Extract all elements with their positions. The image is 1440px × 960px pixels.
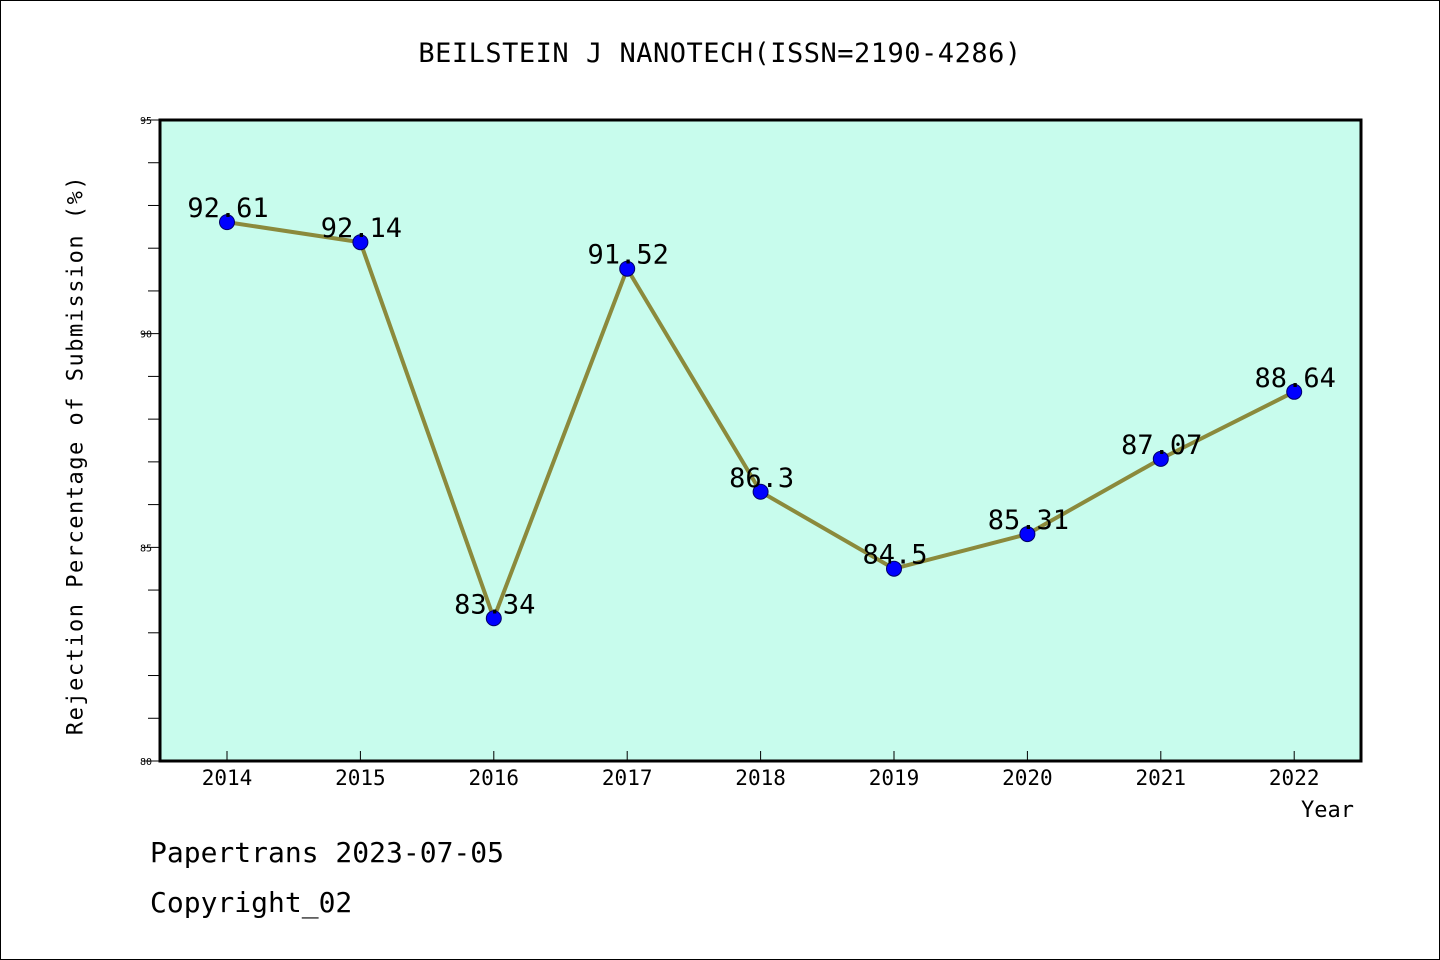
data-label: 86.3 xyxy=(729,463,794,494)
plot-area xyxy=(160,120,1361,761)
y-tick-label: 85 xyxy=(140,543,152,554)
data-point xyxy=(619,260,636,277)
data-label: 92.14 xyxy=(321,213,402,244)
x-tick-label: 2018 xyxy=(735,766,786,790)
x-tick-label: 2015 xyxy=(335,766,386,790)
y-tick-label: 80 xyxy=(140,757,152,768)
data-label: 88.64 xyxy=(1255,363,1336,394)
x-axis-label: Year xyxy=(1301,798,1354,823)
chart-title: BEILSTEIN J NANOTECH(ISSN=2190-4286) xyxy=(418,38,1022,69)
footer-source: Papertrans 2023-07-05 xyxy=(150,836,505,869)
x-tick-label: 2017 xyxy=(602,766,653,790)
data-point xyxy=(1019,526,1036,543)
plot-border xyxy=(158,118,1363,763)
data-label: 85.31 xyxy=(988,505,1069,536)
data-point xyxy=(752,483,769,500)
data-label: 84.5 xyxy=(862,540,927,571)
x-axis-ticks: 2014 2015 2016 2017 2018 2019 2020 2021 2022 xyxy=(202,751,1320,790)
data-point xyxy=(1152,450,1169,467)
footer-copyright: Copyright_02 xyxy=(150,886,353,919)
data-point xyxy=(219,214,235,231)
data-point xyxy=(1286,383,1303,400)
data-label: 87.07 xyxy=(1121,430,1202,461)
x-tick-label: 2021 xyxy=(1136,766,1187,790)
x-tick-label: 2020 xyxy=(1002,766,1053,790)
data-label: 83.34 xyxy=(454,589,535,620)
y-axis-ticks: 95 90 85 80 xyxy=(140,116,160,768)
x-tick-label: 2014 xyxy=(202,766,253,790)
data-label: 91.52 xyxy=(588,240,669,271)
x-tick-label: 2016 xyxy=(469,766,520,790)
y-tick-label: 95 xyxy=(140,116,152,127)
data-point xyxy=(886,560,902,577)
data-point xyxy=(352,234,369,251)
series-group: 92.61 92.14 83.34 91.52 86.3 84.5 85.31 87.07 88… xyxy=(187,193,1336,627)
x-tick-label: 2019 xyxy=(869,766,920,790)
y-tick-label: 90 xyxy=(140,330,152,341)
x-tick-label: 2022 xyxy=(1269,766,1320,790)
data-label: 92.61 xyxy=(187,193,268,224)
data-point xyxy=(485,610,502,627)
